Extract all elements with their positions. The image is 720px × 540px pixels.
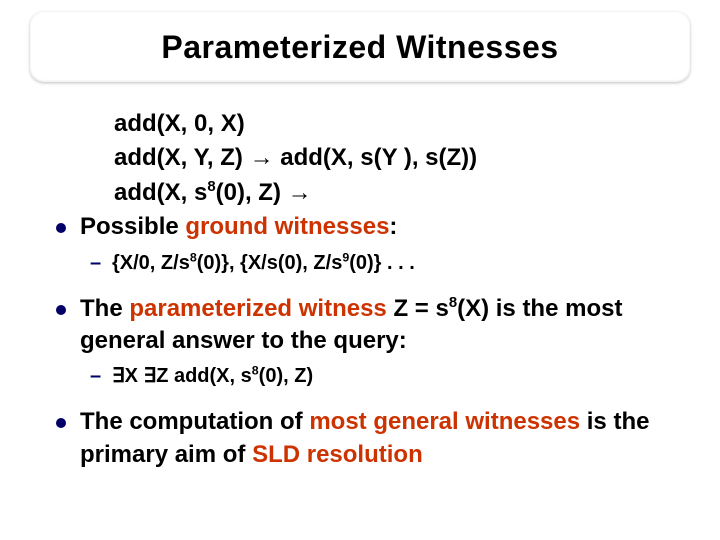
slide-title: Parameterized Witnesses <box>161 29 558 66</box>
sub-query: ∃X ∃Z add(X, s8(0), Z) <box>56 363 680 390</box>
code-line-3: add(X, s8(0), Z) → <box>114 177 680 209</box>
b2-b: Z = s <box>387 295 449 322</box>
s1-a: {X/0, Z/s <box>112 252 190 274</box>
b3-a: The computation of <box>80 408 309 435</box>
s2-tail: (0), Z) <box>259 365 313 387</box>
b2-sup: 8 <box>449 295 457 311</box>
slide: Parameterized Witnesses add(X, 0, X) add… <box>0 0 720 540</box>
s1-b: (0)}, {X/s(0), Z/s <box>197 252 343 274</box>
s2-z: Z add(X, s <box>156 365 252 387</box>
b1-hl: ground witnesses <box>185 213 389 240</box>
b1-b: : <box>389 213 397 240</box>
code-l3-b: (0), Z) <box>216 179 288 206</box>
exists-icon: ∃ <box>144 365 157 387</box>
title-band: Parameterized Witnesses <box>30 12 690 82</box>
spacer <box>56 283 680 291</box>
code-line-1: add(X, 0, X) <box>114 108 680 140</box>
arrow-icon: → <box>250 144 274 171</box>
spacer <box>56 396 680 404</box>
code-line-2: add(X, Y, Z) → add(X, s(Y ), s(Z)) <box>114 142 680 174</box>
code-l2-rhs: add(X, s(Y ), s(Z)) <box>274 144 478 171</box>
s1-c: (0)} . . . <box>349 252 415 274</box>
bullet-param-witness: The parameterized witness Z = s8(X) is t… <box>56 293 680 358</box>
s2-sup: 8 <box>252 364 259 378</box>
bullet-sld: The computation of most general witnesse… <box>56 406 680 471</box>
b3-hl2: SLD resolution <box>252 441 423 468</box>
b2-hl1: parameterized witness <box>129 295 386 322</box>
sub-ground-examples: {X/0, Z/s8(0)}, {X/s(0), Z/s9(0)} . . . <box>56 250 680 277</box>
s2-x: X <box>125 365 144 387</box>
b3-hl: most general witnesses <box>309 408 580 435</box>
arrow-icon: → <box>288 179 312 206</box>
code-l2-lhs: add(X, Y, Z) <box>114 144 250 171</box>
exists-icon: ∃ <box>112 365 125 387</box>
bullet-ground-witnesses: Possible ground witnesses: <box>56 211 680 243</box>
b1-a: Possible <box>80 213 185 240</box>
code-l3-sup: 8 <box>207 179 215 195</box>
code-l3-a: add(X, s <box>114 179 207 206</box>
slide-body: add(X, 0, X) add(X, Y, Z) → add(X, s(Y )… <box>56 108 680 473</box>
b2-a: The <box>80 295 129 322</box>
s1-sup1: 8 <box>190 250 197 264</box>
